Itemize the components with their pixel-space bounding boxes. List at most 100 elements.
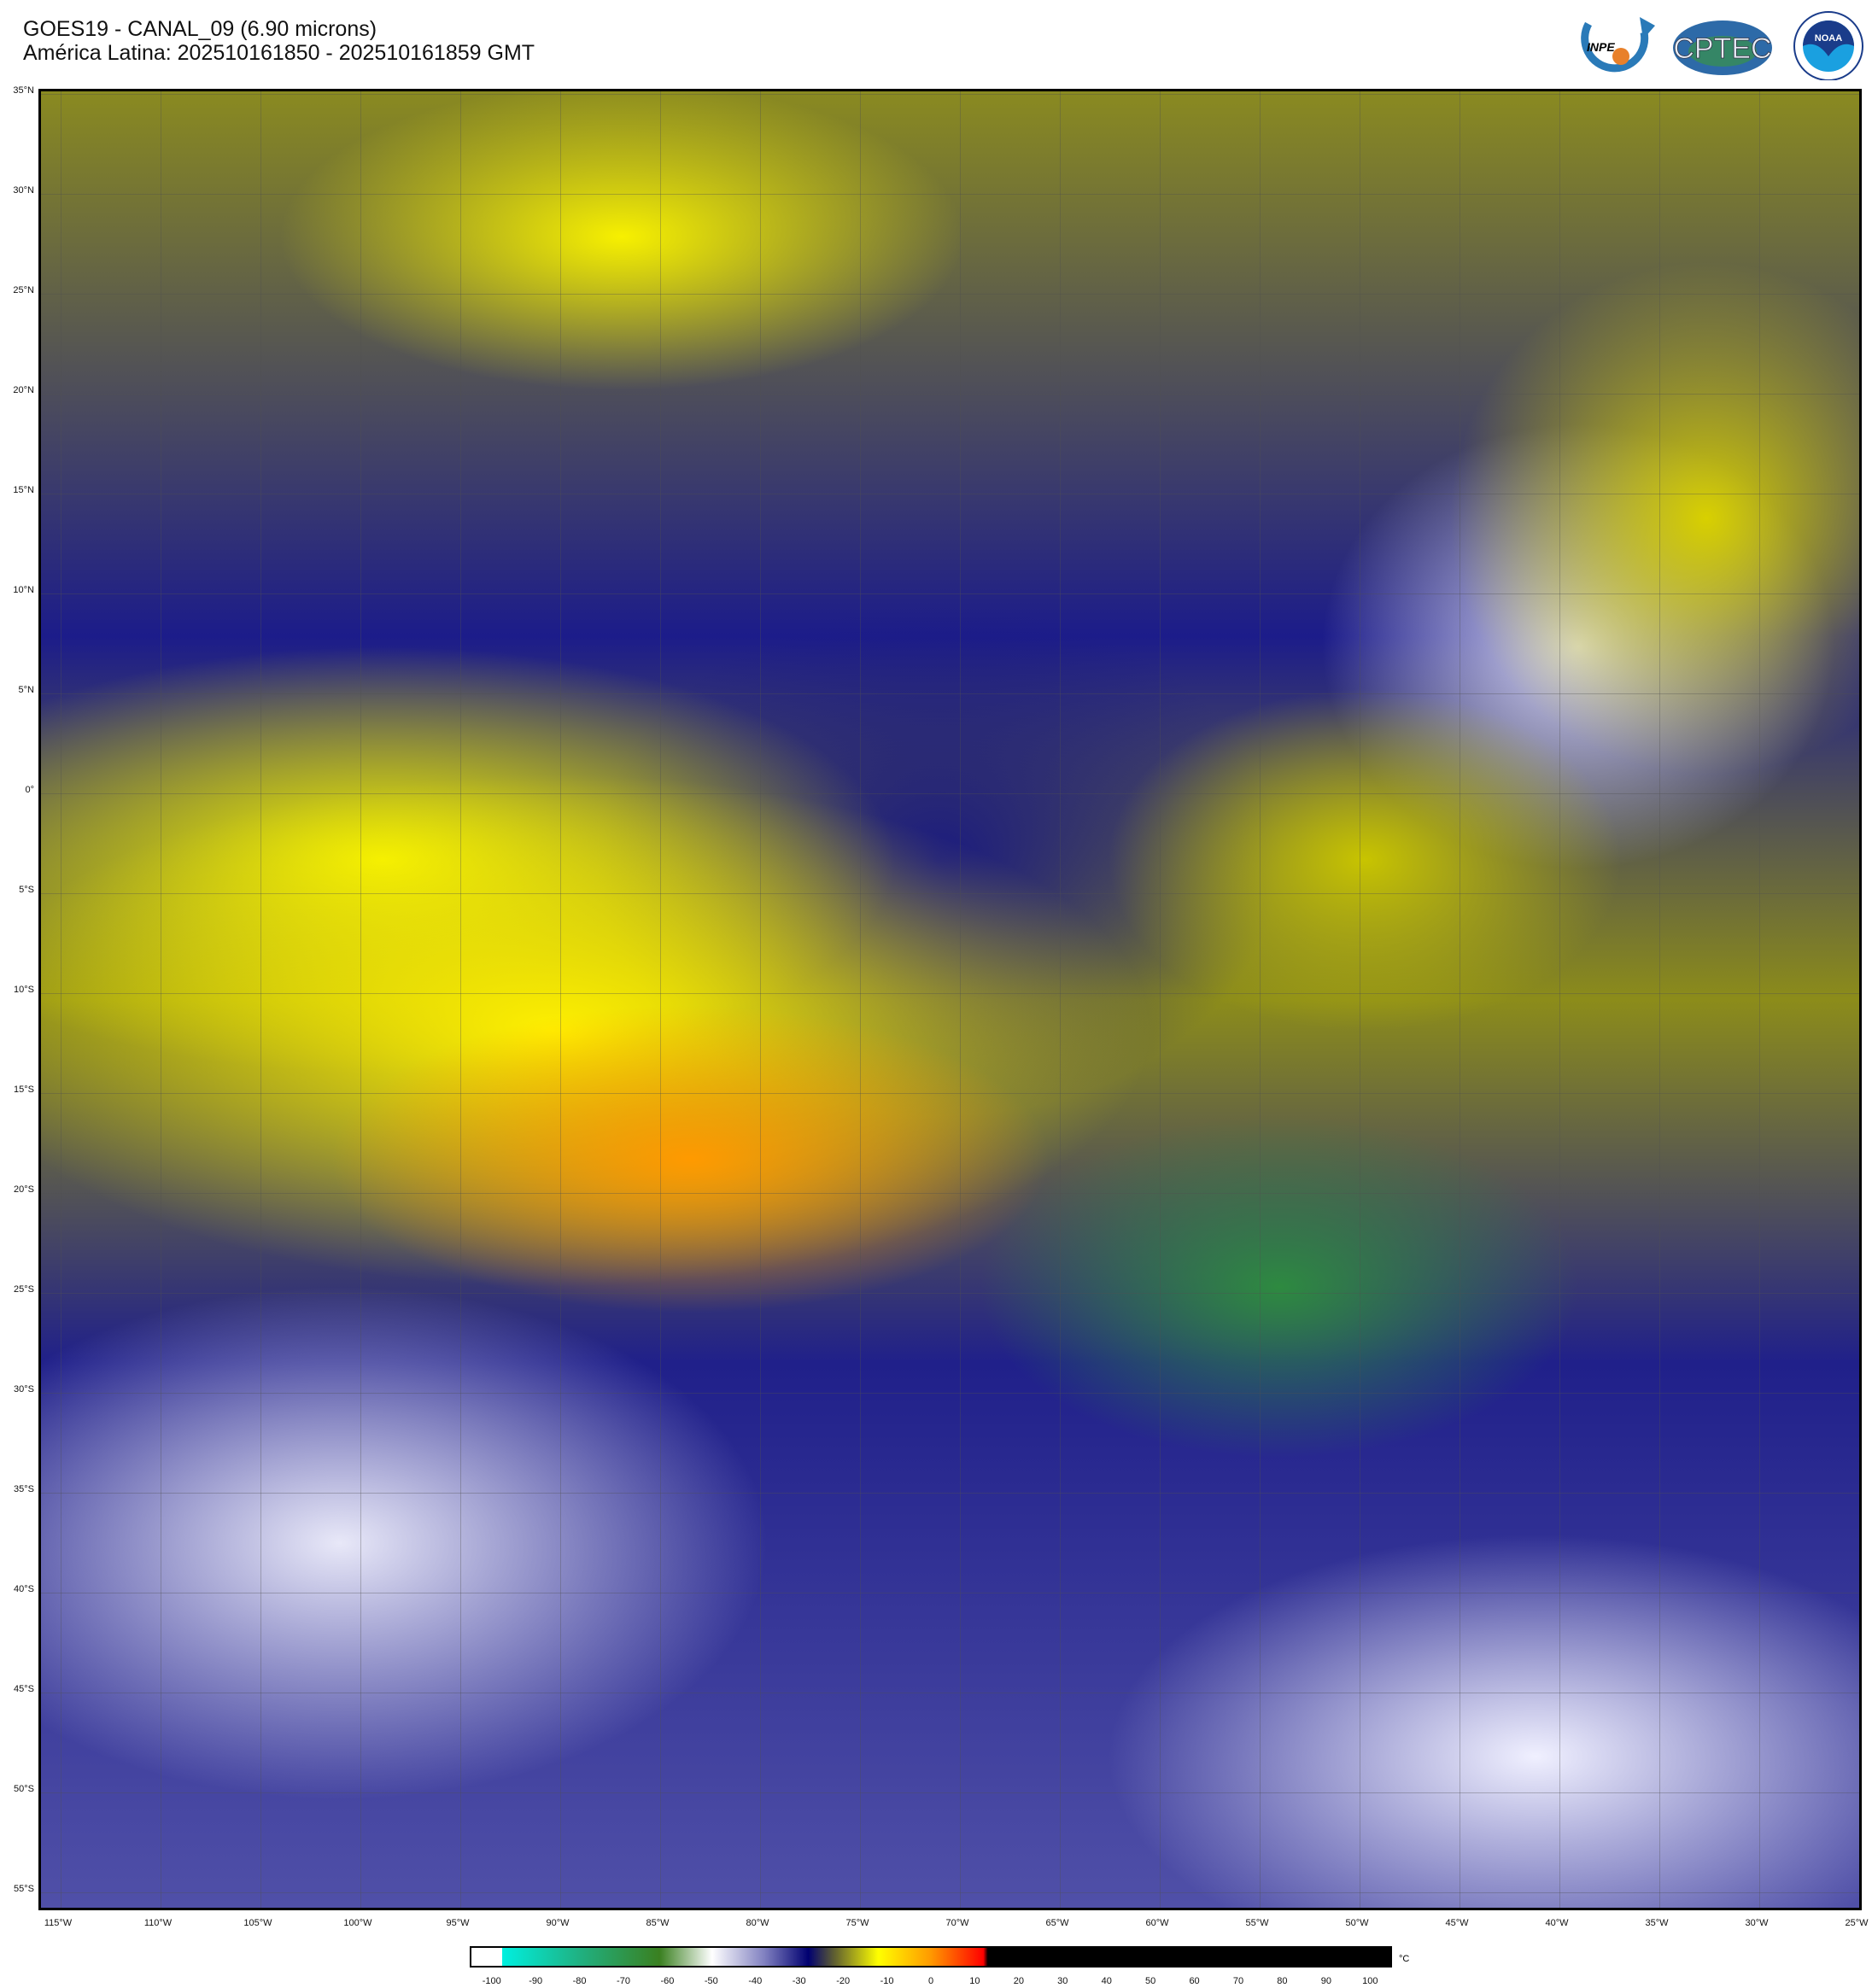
noaa-logo: NOAA bbox=[1793, 11, 1863, 80]
longitude-label: 40°W bbox=[1545, 1918, 1569, 1928]
latitude-gridline bbox=[41, 993, 1859, 994]
latitude-gridline bbox=[41, 793, 1859, 794]
longitude-gridline bbox=[760, 91, 761, 1908]
longitude-label: 50°W bbox=[1345, 1918, 1369, 1928]
longitude-gridline bbox=[1759, 91, 1760, 1908]
latitude-label: 10°S bbox=[14, 985, 34, 995]
svg-text:NOAA: NOAA bbox=[1815, 33, 1842, 44]
colorbar-tick-label: 80 bbox=[1277, 1976, 1288, 1986]
longitude-label: 75°W bbox=[845, 1918, 869, 1928]
latitude-label: 35°N bbox=[13, 85, 34, 96]
longitude-gridline bbox=[1260, 91, 1261, 1908]
longitude-label: 80°W bbox=[746, 1918, 769, 1928]
latitude-label: 15°N bbox=[13, 485, 34, 495]
latitude-label: 40°S bbox=[14, 1584, 34, 1594]
colorbar-tick-label: -70 bbox=[617, 1976, 630, 1986]
latitude-label: 50°S bbox=[14, 1784, 34, 1794]
colorbar-tick-label: 10 bbox=[969, 1976, 980, 1986]
longitude-gridline bbox=[660, 91, 661, 1908]
colorbar-tick-label: -100 bbox=[482, 1976, 501, 1986]
latitude-gridline bbox=[41, 1293, 1859, 1294]
longitude-label: 105°W bbox=[243, 1918, 272, 1928]
colorbar-tick-label: -20 bbox=[836, 1976, 851, 1986]
colorbar-tick-label: 90 bbox=[1320, 1976, 1331, 1986]
longitude-gridline bbox=[1160, 91, 1161, 1908]
longitude-gridline bbox=[1060, 91, 1061, 1908]
svg-text:INPE: INPE bbox=[1587, 40, 1615, 54]
longitude-gridline bbox=[260, 91, 261, 1908]
longitude-gridline bbox=[1859, 91, 1860, 1908]
colorbar-tick-label: 50 bbox=[1145, 1976, 1156, 1986]
longitude-gridline bbox=[1559, 91, 1560, 1908]
longitude-label: 25°W bbox=[1845, 1918, 1869, 1928]
longitude-label: 35°W bbox=[1645, 1918, 1669, 1928]
latitude-gridline bbox=[41, 1193, 1859, 1194]
colorbar-tick-label: 70 bbox=[1232, 1976, 1244, 1986]
latitude-gridline bbox=[41, 1093, 1859, 1094]
longitude-label: 65°W bbox=[1045, 1918, 1069, 1928]
latitude-gridline bbox=[41, 1393, 1859, 1394]
colorbar-tick-label: -30 bbox=[792, 1976, 806, 1986]
latitude-label: 5°N bbox=[18, 685, 34, 695]
latitude-label: 35°S bbox=[14, 1484, 34, 1494]
latitude-label: 55°S bbox=[14, 1884, 34, 1894]
latitude-label: 20°S bbox=[14, 1184, 34, 1195]
latitude-gridline bbox=[41, 394, 1859, 395]
longitude-label: 100°W bbox=[343, 1918, 372, 1928]
longitude-label: 30°W bbox=[1745, 1918, 1769, 1928]
colorbar-tick-label: -40 bbox=[748, 1976, 763, 1986]
longitude-label: 85°W bbox=[646, 1918, 670, 1928]
latitude-gridline bbox=[41, 1493, 1859, 1494]
longitude-gridline bbox=[1659, 91, 1660, 1908]
satellite-image-map[interactable] bbox=[38, 89, 1862, 1910]
latitude-label: 25°S bbox=[14, 1284, 34, 1295]
colorbar-tick-label: 0 bbox=[927, 1976, 934, 1986]
colorbar bbox=[470, 1946, 1392, 1968]
colorbar-unit: °C bbox=[1399, 1954, 1410, 1964]
longitude-label: 115°W bbox=[44, 1918, 73, 1928]
latitude-label: 10°N bbox=[13, 585, 34, 595]
svg-text:CPTEC: CPTEC bbox=[1673, 32, 1771, 65]
title-line-2: América Latina: 202510161850 - 202510161… bbox=[23, 41, 535, 65]
cptec-logo: CPTEC bbox=[1673, 20, 1772, 75]
longitude-gridline bbox=[860, 91, 861, 1908]
latitude-label: 5°S bbox=[19, 885, 34, 895]
latitude-gridline bbox=[41, 593, 1859, 594]
latitude-label: 20°N bbox=[13, 385, 34, 395]
latitude-label: 30°N bbox=[13, 185, 34, 196]
longitude-gridline bbox=[360, 91, 361, 1908]
latitude-gridline bbox=[41, 294, 1859, 295]
longitude-label: 55°W bbox=[1245, 1918, 1269, 1928]
latitude-label: 0° bbox=[25, 785, 34, 795]
colorbar-tick-label: 60 bbox=[1189, 1976, 1200, 1986]
latitude-label: 25°N bbox=[13, 285, 34, 295]
longitude-label: 95°W bbox=[446, 1918, 470, 1928]
latitude-gridline bbox=[41, 94, 1859, 95]
latitude-gridline bbox=[41, 693, 1859, 694]
longitude-gridline bbox=[960, 91, 961, 1908]
latitude-gridline bbox=[41, 1892, 1859, 1893]
longitude-label: 110°W bbox=[143, 1918, 173, 1928]
latitude-label: 15°S bbox=[14, 1085, 34, 1095]
title-line-1: GOES19 - CANAL_09 (6.90 microns) bbox=[23, 17, 377, 41]
colorbar-tick-label: 30 bbox=[1057, 1976, 1068, 1986]
longitude-label: 45°W bbox=[1445, 1918, 1469, 1928]
latitude-gridline bbox=[41, 1792, 1859, 1793]
colorbar-tick-label: -50 bbox=[704, 1976, 718, 1986]
colorbar-tick-label: -10 bbox=[880, 1976, 894, 1986]
longitude-gridline bbox=[460, 91, 461, 1908]
longitude-label: 90°W bbox=[546, 1918, 570, 1928]
latitude-label: 45°S bbox=[14, 1684, 34, 1694]
longitude-label: 60°W bbox=[1145, 1918, 1169, 1928]
latitude-gridline bbox=[41, 893, 1859, 894]
longitude-label: 70°W bbox=[945, 1918, 969, 1928]
colorbar-tick-label: -90 bbox=[529, 1976, 543, 1986]
inpe-logo: INPE bbox=[1581, 17, 1655, 73]
longitude-gridline bbox=[560, 91, 561, 1908]
colorbar-tick-label: 20 bbox=[1013, 1976, 1024, 1986]
colorbar-tick-label: 40 bbox=[1101, 1976, 1112, 1986]
colorbar-tick-label: -80 bbox=[572, 1976, 587, 1986]
colorbar-tick-label: -60 bbox=[660, 1976, 675, 1986]
latitude-gridline bbox=[41, 194, 1859, 195]
colorbar-tick-label: 100 bbox=[1362, 1976, 1378, 1986]
